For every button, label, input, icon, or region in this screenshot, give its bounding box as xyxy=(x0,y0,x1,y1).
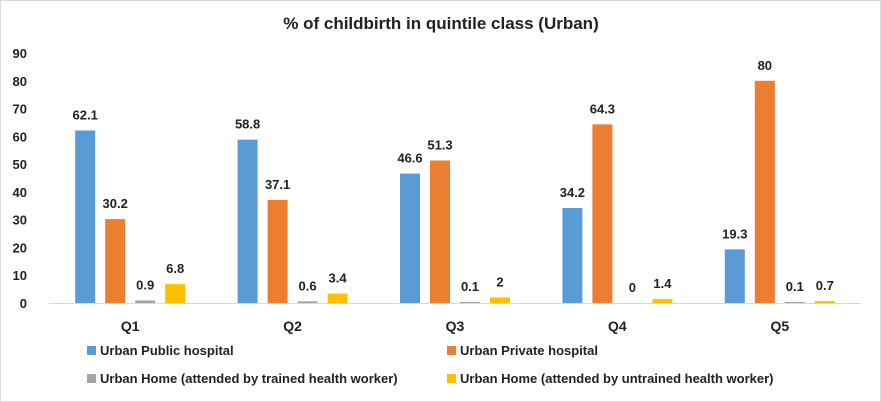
bar xyxy=(75,130,96,303)
y-tick-label: 80 xyxy=(13,74,27,89)
bar xyxy=(814,301,835,303)
y-tick-label: 70 xyxy=(13,102,27,117)
y-tick-label: 90 xyxy=(13,46,27,61)
y-tick-label: 40 xyxy=(13,185,27,200)
legend-swatch xyxy=(447,346,456,355)
x-tick-label: Q1 xyxy=(121,318,140,334)
data-label: 58.8 xyxy=(235,117,260,132)
data-label: 30.2 xyxy=(103,196,128,211)
bar xyxy=(460,302,480,303)
bar xyxy=(105,219,126,303)
data-label: 0.9 xyxy=(136,278,154,293)
y-tick-label: 50 xyxy=(13,157,27,172)
legend-swatch xyxy=(87,346,96,355)
y-tick-label: 10 xyxy=(13,268,27,283)
data-label: 51.3 xyxy=(427,138,452,153)
data-label: 34.2 xyxy=(560,185,585,200)
bar xyxy=(430,160,450,303)
data-label: 2 xyxy=(496,274,503,289)
x-tick-label: Q5 xyxy=(770,318,789,334)
y-axis: 0 10 20 30 40 50 60 70 80 90 xyxy=(13,46,27,311)
x-tick-label: Q2 xyxy=(283,318,302,334)
bar xyxy=(327,293,348,303)
legend-label: Urban Public hospital xyxy=(100,343,234,358)
data-label: 3.4 xyxy=(329,271,348,286)
bar xyxy=(754,80,775,304)
legend-label: Urban Private hospital xyxy=(460,343,598,358)
bar xyxy=(237,139,258,303)
data-label: 37.1 xyxy=(265,177,290,192)
bar xyxy=(562,208,583,303)
data-label: 0.1 xyxy=(461,279,479,294)
x-axis: Q1 Q2 Q3 Q4 Q5 xyxy=(49,303,861,334)
legend-swatch xyxy=(447,374,456,383)
data-label: 6.8 xyxy=(166,261,184,276)
bar xyxy=(165,284,186,303)
data-label: 62.1 xyxy=(73,108,98,123)
data-labels: 62.1 30.2 0.9 6.8 58.8 37.1 0.6 3.4 46.6 51.3 0.1 2… xyxy=(73,58,834,295)
data-label: 0 xyxy=(629,280,636,295)
bar xyxy=(724,249,745,303)
y-tick-label: 30 xyxy=(13,213,27,228)
bars xyxy=(75,80,835,304)
x-tick-label: Q3 xyxy=(446,318,465,334)
data-label: 80 xyxy=(758,58,772,73)
data-label: 0.7 xyxy=(816,278,834,293)
data-label: 64.3 xyxy=(590,101,615,116)
chart-title: % of childbirth in quintile class (Urban… xyxy=(283,14,598,33)
data-label: 46.6 xyxy=(397,151,422,166)
bar xyxy=(135,300,156,303)
bar xyxy=(592,124,613,303)
bar xyxy=(652,299,673,303)
data-label: 19.3 xyxy=(722,226,747,241)
y-tick-label: 60 xyxy=(13,129,27,144)
y-tick-label: 20 xyxy=(13,240,27,255)
x-tick-label: Q4 xyxy=(608,318,627,334)
bar xyxy=(490,297,510,303)
bar xyxy=(297,301,318,303)
data-label: 0.6 xyxy=(299,278,317,293)
legend-label: Urban Home (attended by untrained health… xyxy=(460,371,774,386)
y-tick-label: 0 xyxy=(20,296,27,311)
bar xyxy=(400,173,420,303)
bar xyxy=(267,199,288,303)
legend: Urban Public hospital Urban Private hospi… xyxy=(87,343,774,386)
legend-label: Urban Home (attended by trained health w… xyxy=(100,371,398,386)
bar xyxy=(784,302,805,303)
legend-swatch xyxy=(87,374,96,383)
data-label: 0.1 xyxy=(786,279,804,294)
data-label: 1.4 xyxy=(653,276,672,291)
